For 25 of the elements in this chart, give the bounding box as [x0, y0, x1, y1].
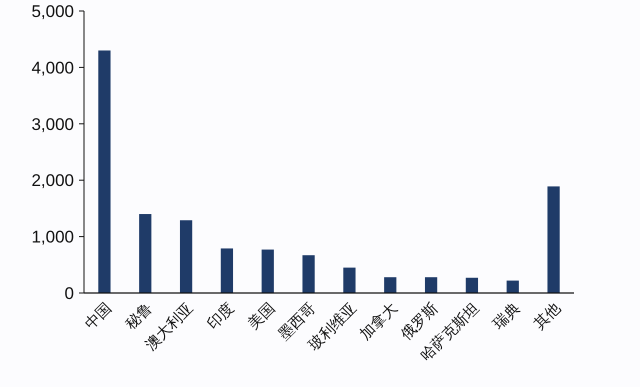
bar	[262, 250, 274, 293]
x-tick-label: 加拿大	[356, 300, 401, 344]
bar	[343, 268, 356, 293]
bar	[384, 277, 396, 293]
bar	[98, 50, 111, 293]
bar	[139, 214, 152, 293]
bar	[302, 255, 315, 293]
x-tick-label: 中国	[82, 300, 115, 333]
x-tick-label: 其他	[530, 300, 564, 333]
bar	[220, 248, 234, 293]
x-tick-label: 瑞典	[490, 300, 524, 333]
x-tick-label: 美国	[245, 300, 278, 333]
y-tick-label: 5,000	[31, 2, 74, 21]
x-tick-label: 印度	[204, 300, 238, 333]
y-tick-label: 0	[64, 284, 74, 303]
bar	[180, 220, 192, 293]
y-tick-label: 3,000	[31, 114, 74, 134]
x-tick-label: 秘鲁	[122, 300, 156, 333]
bar	[466, 278, 478, 293]
y-tick-label: 2,000	[31, 171, 74, 190]
y-tick-label: 1,000	[31, 228, 74, 247]
bar	[424, 277, 438, 293]
bar	[547, 186, 560, 293]
y-tick-label: 4,000	[31, 58, 74, 78]
bar	[506, 280, 519, 293]
